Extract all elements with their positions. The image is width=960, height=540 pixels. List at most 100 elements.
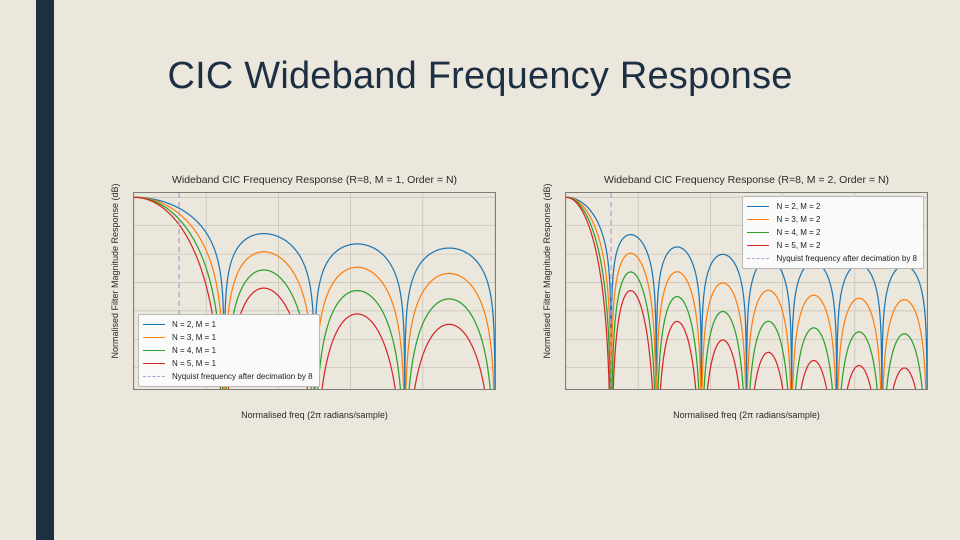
y-axis-tick-mark xyxy=(565,311,566,312)
y-axis-tick-mark xyxy=(565,339,566,340)
x-axis-tick-label: 0.3 xyxy=(344,389,357,390)
chart-right-svg xyxy=(566,193,927,389)
y-axis-tick-mark xyxy=(133,311,134,312)
legend-entry: N = 3, M = 1 xyxy=(143,331,313,344)
series-line xyxy=(703,311,744,389)
x-axis-tick-label: 0.5 xyxy=(489,389,496,390)
legend-entry: N = 3, M = 2 xyxy=(747,213,917,226)
legend-entry: Nyquist frequency after decimation by 8 xyxy=(143,370,313,383)
legend-line-swatch-icon xyxy=(747,206,770,207)
series-line xyxy=(838,298,881,389)
series-line xyxy=(413,324,487,389)
x-axis-tick-mark xyxy=(783,389,784,390)
accent-bar xyxy=(36,0,54,540)
chart-right-plot-area: 0−20−40−60−80−100−1200.00.10.20.30.40.5 … xyxy=(565,192,928,390)
x-axis-tick-mark xyxy=(927,389,928,390)
legend-line-swatch-icon xyxy=(143,324,165,325)
legend-entry: N = 4, M = 1 xyxy=(143,344,313,357)
legend-label: N = 2, M = 2 xyxy=(776,201,821,211)
legend-line-swatch-icon xyxy=(143,350,165,351)
chart-left-plot-area: 0−20−40−60−80−100−1200.00.10.20.30.40.5 … xyxy=(133,192,496,390)
legend-label: N = 4, M = 2 xyxy=(776,227,821,237)
series-line xyxy=(702,283,746,389)
series-line xyxy=(701,254,746,389)
y-axis-tick-mark xyxy=(133,368,134,369)
legend-entry: N = 2, M = 1 xyxy=(143,318,313,331)
series-line xyxy=(566,197,611,360)
x-axis-tick-mark xyxy=(206,389,207,390)
legend-label: N = 5, M = 2 xyxy=(776,240,821,250)
series-line xyxy=(612,272,655,389)
y-axis-tick-mark xyxy=(565,226,566,227)
legend-entry: N = 4, M = 2 xyxy=(747,226,917,239)
series-line xyxy=(792,295,836,389)
legend-entry: N = 5, M = 1 xyxy=(143,357,313,370)
series-line xyxy=(315,244,405,389)
series-line xyxy=(613,291,653,389)
x-axis-tick-mark xyxy=(638,389,639,390)
y-axis-tick-mark xyxy=(565,254,566,255)
legend-label: N = 3, M = 2 xyxy=(776,214,821,224)
legend-entry: N = 2, M = 2 xyxy=(747,200,917,213)
x-axis-tick-mark xyxy=(855,389,856,390)
x-axis-tick-label: 0.1 xyxy=(200,389,213,390)
series-line xyxy=(406,273,495,389)
legend-line-swatch-icon xyxy=(747,232,770,233)
series-line xyxy=(225,252,314,389)
x-axis-tick-mark xyxy=(351,389,352,390)
chart-left-title: Wideband CIC Frequency Response (R=8, M … xyxy=(171,174,458,186)
chart-left-xlabel: Normalised freq (2π radians/sample) xyxy=(241,410,388,420)
x-axis-tick-label: 0.0 xyxy=(565,389,572,390)
x-axis-tick-mark xyxy=(566,389,567,390)
series-line xyxy=(408,299,491,389)
legend-line-swatch-icon xyxy=(143,337,165,338)
series-line xyxy=(320,314,397,389)
legend-label: Nyquist frequency after decimation by 8 xyxy=(776,253,917,263)
series-line xyxy=(224,234,314,389)
legend-dashed-swatch-icon xyxy=(747,258,770,259)
x-axis-tick-label: 0.2 xyxy=(704,389,717,390)
y-axis-tick-mark xyxy=(565,197,566,198)
y-axis-tick-mark xyxy=(133,254,134,255)
chart-left-legend: N = 2, M = 1 N = 3, M = 1 N = 4, M = 1 N = … xyxy=(138,314,320,387)
x-axis-tick-label: 0.3 xyxy=(776,389,789,390)
series-line xyxy=(317,291,401,389)
series-line xyxy=(656,247,701,386)
y-axis-tick-mark xyxy=(565,282,566,283)
chart-right-ylabel: Normalised Filter Magnitude Response (dB… xyxy=(542,183,552,359)
series-line xyxy=(883,300,926,389)
y-axis-tick-mark xyxy=(133,339,134,340)
series-line xyxy=(845,366,874,389)
legend-label: N = 4, M = 1 xyxy=(172,345,217,355)
x-axis-tick-label: 0.5 xyxy=(921,389,928,390)
chart-right-title: Wideband CIC Frequency Response (R=8, M … xyxy=(603,174,890,186)
series-line xyxy=(134,197,221,389)
legend-label: N = 5, M = 1 xyxy=(172,358,217,368)
series-line xyxy=(658,297,700,389)
legend-entry: N = 5, M = 2 xyxy=(747,239,917,252)
series-line xyxy=(890,368,918,389)
x-axis-tick-label: 0.2 xyxy=(272,389,285,390)
series-line xyxy=(753,352,785,389)
x-axis-tick-label: 0.0 xyxy=(133,389,140,390)
legend-label: N = 2, M = 1 xyxy=(172,319,217,329)
legend-line-swatch-icon xyxy=(143,363,165,364)
x-axis-tick-label: 0.1 xyxy=(632,389,645,390)
series-line xyxy=(660,321,697,389)
chart-left: Wideband CIC Frequency Response (R=8, M … xyxy=(88,170,508,430)
series-line xyxy=(840,332,878,389)
series-line xyxy=(885,334,923,389)
legend-label: N = 3, M = 1 xyxy=(172,332,217,342)
page-title: CIC Wideband Frequency Response xyxy=(167,55,793,97)
series-line xyxy=(706,340,741,389)
x-axis-tick-mark xyxy=(134,389,135,390)
legend-dashed-swatch-icon xyxy=(143,376,165,377)
series-line xyxy=(566,197,610,389)
series-line xyxy=(795,328,834,389)
series-line xyxy=(226,270,312,389)
x-axis-tick-label: 0.4 xyxy=(849,389,862,390)
x-axis-tick-mark xyxy=(423,389,424,390)
series-line xyxy=(315,267,404,389)
chart-right: Wideband CIC Frequency Response (R=8, M … xyxy=(520,170,940,430)
chart-left-ylabel: Normalised Filter Magnitude Response (dB… xyxy=(110,183,120,359)
